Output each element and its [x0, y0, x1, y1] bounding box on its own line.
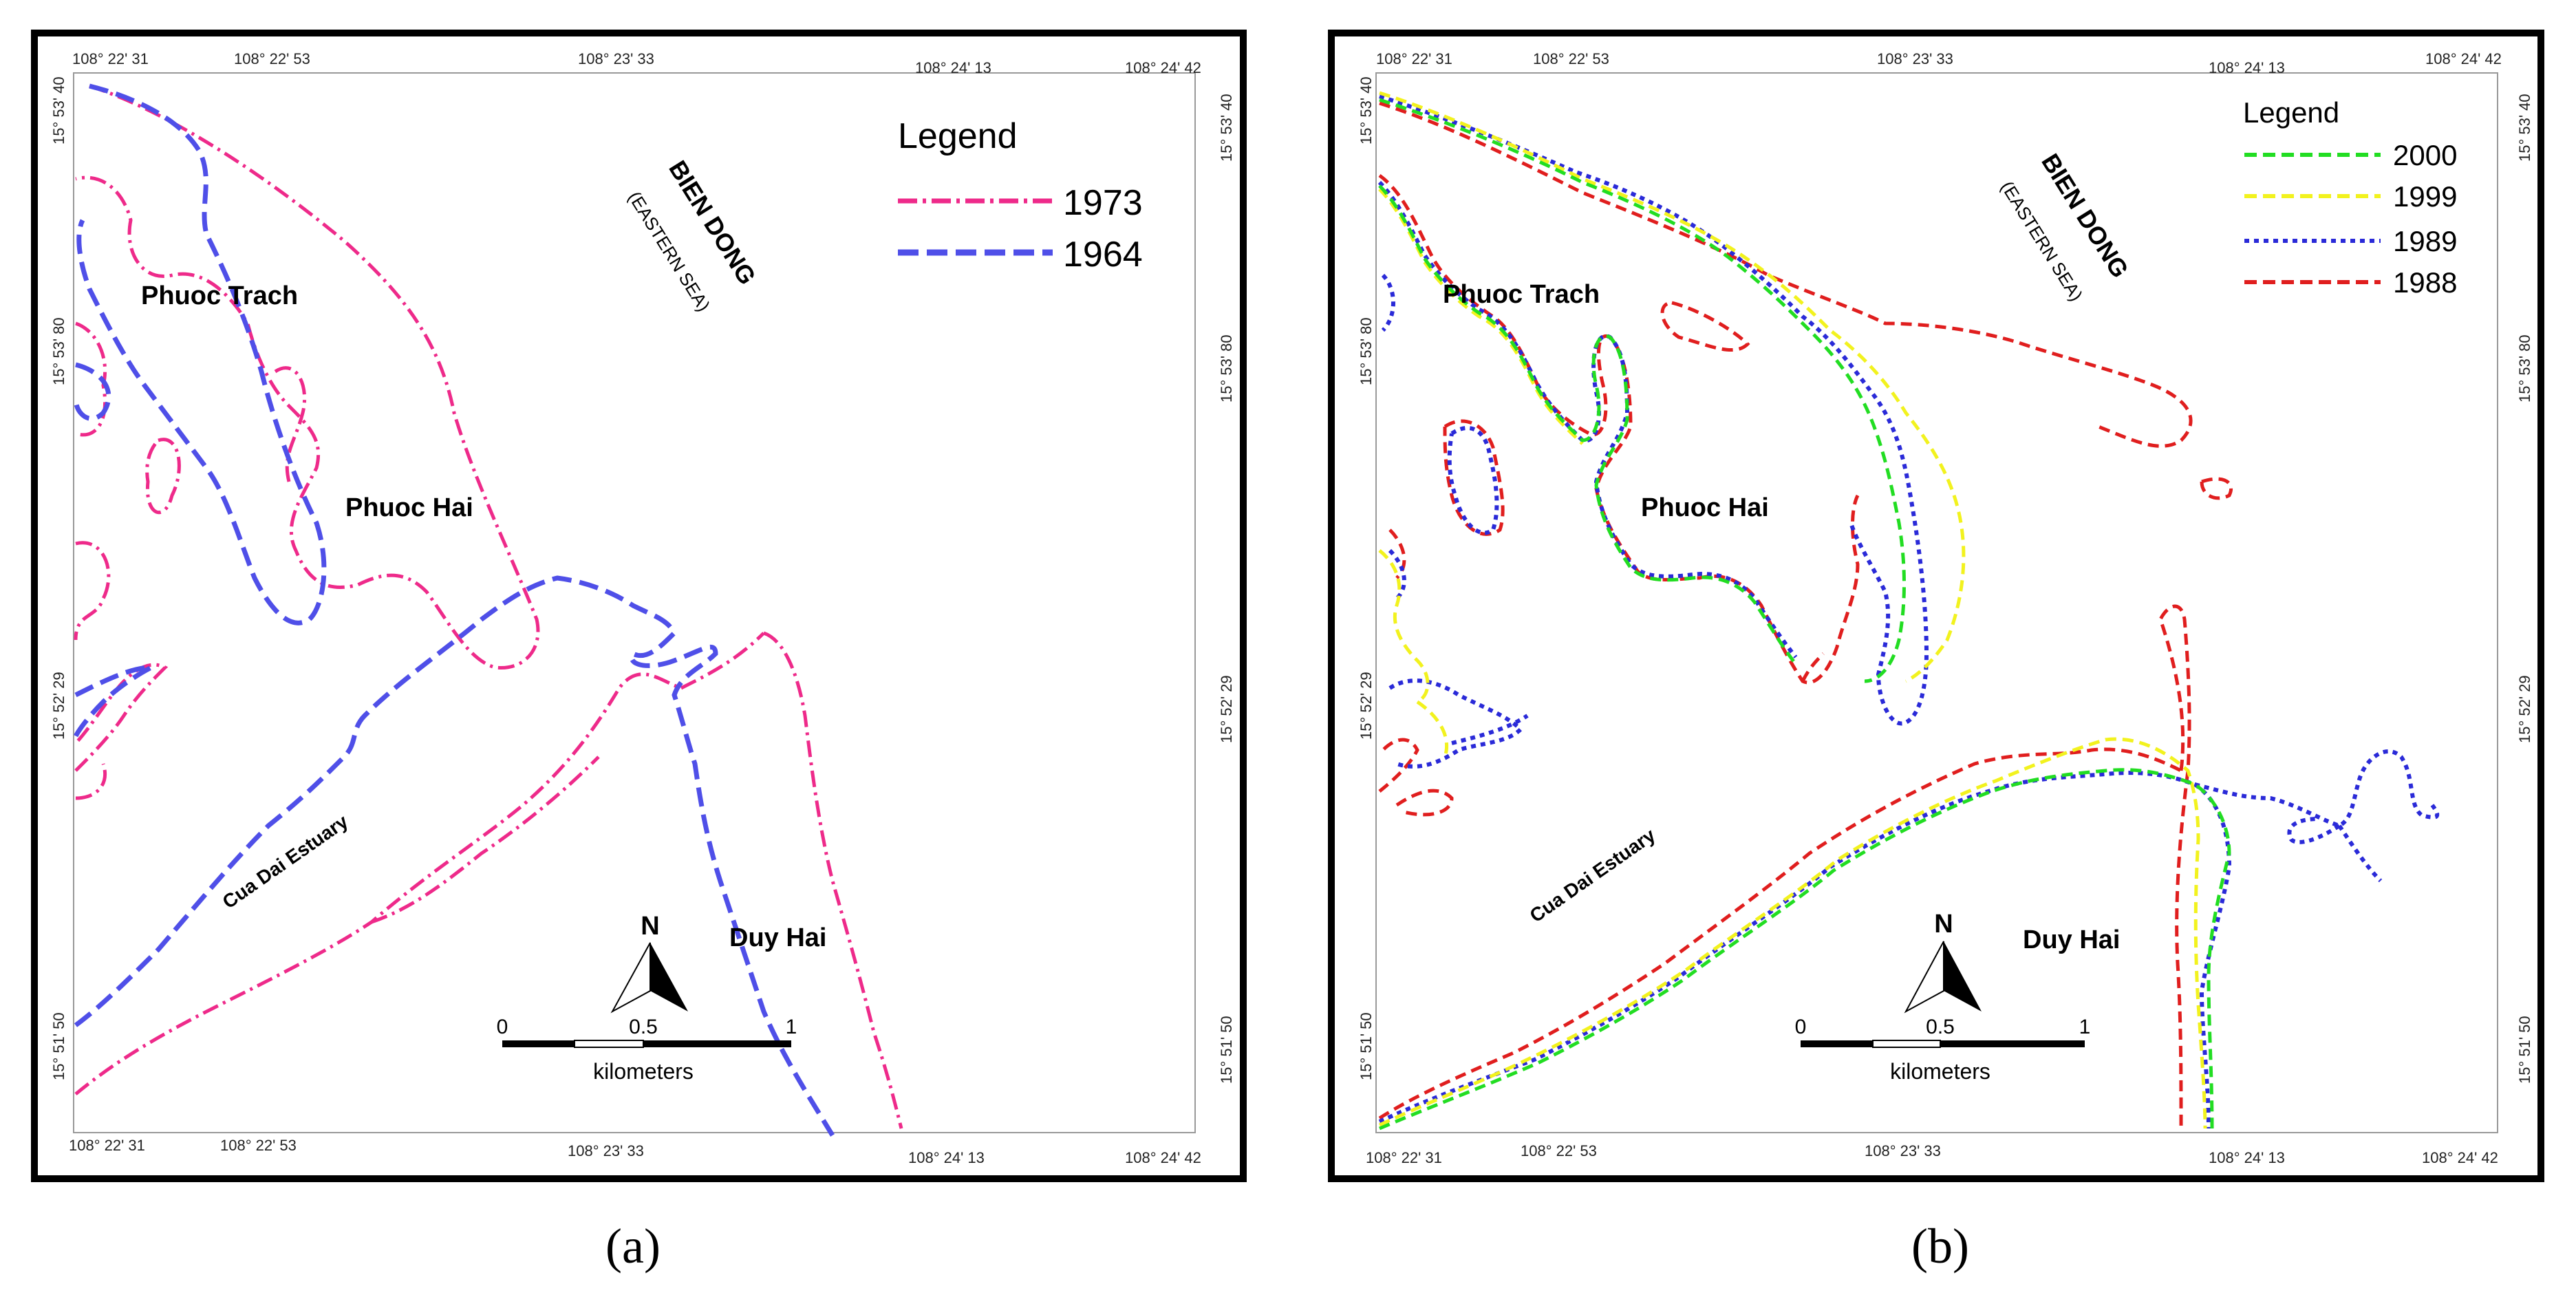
panel-b-map-area: [1375, 72, 2498, 1133]
panel-a-scale-tick: 0: [497, 1016, 508, 1038]
panel-a-scale-tick: 0.5: [629, 1016, 658, 1038]
panel-b-right-tick: 15° 53' 40: [2516, 94, 2533, 162]
panel-b-top-tick: 108° 24' 42: [2425, 50, 2502, 67]
panel-a-top-tick: 108° 22' 31: [72, 50, 149, 67]
panel-a-north-arrow: N: [610, 912, 688, 1014]
panel-a-legend-title: Legend: [898, 116, 1018, 156]
panel-a-north-label: N: [641, 912, 659, 941]
panel-a-scale-unit: kilometers: [593, 1059, 694, 1084]
panel-b-bottom-tick: 108° 23' 33: [1865, 1142, 1941, 1159]
panel-a-scale-tick: 1: [786, 1016, 797, 1038]
panel-b-left-tick: 15° 52' 29: [1357, 672, 1375, 740]
panel-b-right-tick: 15° 51' 50: [2516, 1016, 2533, 1084]
panel-b-left-tick: 15° 53' 80: [1357, 317, 1375, 385]
panel-a-caption: (a): [605, 1219, 661, 1274]
panel-b-legend: Legend 2000 1999 1989 1988: [2243, 96, 2457, 299]
panel-a-right-tick: 15° 53' 40: [1218, 94, 1235, 162]
panel-a-left-tick: 15° 53' 80: [50, 317, 67, 385]
panel-b-label-phuoc-hai: Phuoc Hai: [1641, 493, 1769, 522]
panel-a-left-tick: 15° 51' 50: [50, 1012, 67, 1080]
panel-b-bottom-tick: 108° 22' 53: [1521, 1142, 1597, 1159]
panel-a-bottom-tick: 108° 23' 33: [568, 1142, 644, 1159]
panel-b-legend-label-1989: 1989: [2393, 225, 2457, 257]
panel-a-right-tick: 15° 52' 29: [1218, 675, 1235, 743]
panel-b-caption: (b): [1911, 1219, 1969, 1274]
panel-a-top-tick: 108° 22' 53: [234, 50, 310, 67]
panel-b-top-tick: 108° 23' 33: [1877, 50, 1953, 67]
panel-a-legend-label-1964: 1964: [1063, 235, 1143, 275]
panel-a-scale-bar: 0 0.5 1 kilometers: [497, 1016, 797, 1084]
panel-b-north-arrow-right: [1944, 941, 1982, 1012]
panel-b-legend-label-1999: 1999: [2393, 180, 2457, 213]
panel-b-right-tick: 15° 52' 29: [2516, 675, 2533, 743]
panel-b-label-duy-hai: Duy Hai: [2023, 925, 2120, 954]
panel-b-right-tick: 15° 53' 80: [2516, 334, 2533, 403]
panel-b-legend-title: Legend: [2243, 96, 2339, 129]
panel-b-frame: [1328, 30, 2544, 1182]
panel-a-top-tick: 108° 24' 13: [915, 59, 991, 76]
panel-b-scale-unit: kilometers: [1890, 1059, 1990, 1084]
panel-b-scale-tick: 1: [2079, 1016, 2091, 1038]
panel-a-bottom-tick: 108° 24' 42: [1125, 1149, 1201, 1166]
panel-b-bottom-tick: 108° 22' 31: [1366, 1149, 1442, 1166]
panel-a-shoreline-1964: [73, 83, 835, 1137]
panel-a-bottom-tick: 108° 24' 13: [908, 1149, 985, 1166]
panel-a-north-arrow-right: [650, 943, 688, 1012]
panel-a-bottom-tick: 108° 22' 53: [220, 1137, 297, 1154]
panel-b-left-tick: 15° 53' 40: [1357, 76, 1375, 145]
panel-b-left-tick: 15° 51' 50: [1357, 1012, 1375, 1080]
panel-b-scale-tick: 0.5: [1926, 1016, 1955, 1038]
panel-a-label-phuoc-trach: Phuoc Trach: [141, 281, 298, 310]
panel-b-top-tick: 108° 22' 53: [1533, 50, 1609, 67]
panel-a-top-tick: 108° 23' 33: [578, 50, 654, 67]
panel-b-top-tick: 108° 24' 13: [2209, 59, 2285, 76]
panel-b-legend-label-1988: 1988: [2393, 266, 2457, 299]
panel-b-top-tick: 108° 22' 31: [1376, 50, 1452, 67]
panel-a-label-phuoc-hai: Phuoc Hai: [345, 493, 473, 522]
panel-b-shoreline-2000: [1378, 98, 2231, 1131]
panel-b: 108° 22' 31 108° 22' 53 108° 23' 33 108°…: [1328, 30, 2544, 1182]
panel-a-left-tick: 15° 52' 29: [50, 672, 67, 740]
panel-b-bottom-tick: 108° 24' 42: [2422, 1149, 2498, 1166]
panel-a: 108° 22' 31 108° 22' 53 108° 23' 33 108°…: [31, 30, 1247, 1182]
panel-a-label-duy-hai: Duy Hai: [729, 923, 826, 952]
panel-a-legend-label-1973: 1973: [1063, 183, 1143, 223]
panel-a-bottom-tick: 108° 22' 31: [69, 1137, 145, 1154]
panel-b-bottom-tick: 108° 24' 13: [2209, 1149, 2285, 1166]
panel-a-right-tick: 15° 51' 50: [1218, 1016, 1235, 1084]
panel-b-scale-tick: 0: [1795, 1016, 1807, 1038]
panel-b-north-arrow: N: [1904, 910, 1982, 1014]
panel-a-top-tick: 108° 24' 42: [1125, 59, 1201, 76]
panel-a-right-tick: 15° 53' 80: [1218, 334, 1235, 403]
panel-b-legend-label-2000: 2000: [2393, 139, 2457, 171]
panel-a-left-tick: 15° 53' 40: [50, 76, 67, 145]
panel-b-scale-bar: 0 0.5 1 kilometers: [1795, 1016, 2091, 1084]
panel-b-label-phuoc-trach: Phuoc Trach: [1443, 280, 1600, 309]
panel-a-legend: Legend 1973 1964: [898, 116, 1143, 275]
panel-b-north-label: N: [1934, 910, 1953, 939]
panel-a-map-area: [73, 72, 1196, 1133]
